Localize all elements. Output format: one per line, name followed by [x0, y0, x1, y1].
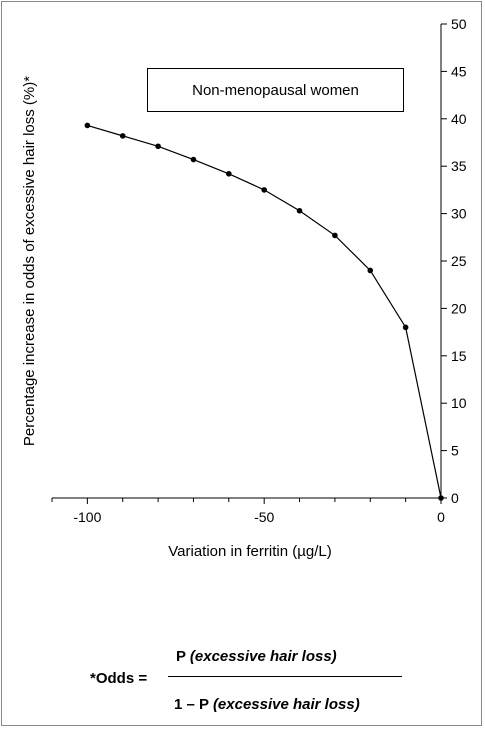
y-tick-label: 50 [451, 16, 467, 32]
formula-numerator-italic: (excessive hair loss) [189, 648, 337, 665]
data-point [261, 187, 267, 193]
x-tick-label: 0 [437, 509, 445, 525]
y-axis-label: Percentage increase in odds of excessive… [21, 76, 38, 446]
data-point [402, 324, 409, 331]
y-tick-label: 35 [451, 158, 467, 174]
data-point [190, 156, 197, 163]
data-point [226, 170, 232, 177]
y-tick-label: 0 [451, 490, 459, 506]
y-tick-label: 20 [451, 300, 467, 316]
legend-box: Non-menopausal women [147, 68, 404, 112]
odds-formula: *Odds = P (excessive hair loss) 1 – P (e… [0, 640, 485, 720]
formula-denominator-italic: (excessive hair loss) [212, 696, 360, 713]
formula-lhs: *Odds = [90, 670, 148, 687]
data-point [119, 133, 126, 139]
data-point [84, 122, 91, 129]
data-point [155, 143, 161, 150]
x-axis-label: Variation in ferritin (µg/L) [168, 543, 331, 560]
y-tick-label: 30 [451, 206, 467, 222]
y-tick-label: 15 [451, 348, 467, 364]
formula-numerator: P (excessive hair loss) [176, 648, 337, 665]
data-point [332, 232, 338, 239]
y-tick-label: 10 [451, 395, 467, 411]
formula-denominator: 1 – P (excessive hair loss) [174, 696, 360, 713]
data-point [438, 495, 444, 501]
y-tick-label: 45 [451, 63, 467, 79]
x-tick-label: -50 [254, 509, 274, 525]
data-point [367, 267, 374, 274]
y-tick-label: 40 [451, 111, 467, 127]
formula-numerator-prefix: P [176, 648, 186, 665]
series-line [87, 124, 442, 499]
data-point [296, 207, 303, 214]
line-chart: -100 -50 00 5 10 15 20 25 30 35 40 45 50 Variation in… [21, 16, 467, 560]
y-tick-label: 5 [451, 443, 459, 459]
x-tick-label: -100 [73, 509, 101, 525]
y-tick-label: 25 [451, 253, 467, 269]
legend-label: Non-menopausal women [192, 81, 359, 99]
formula-denominator-prefix: 1 – P [174, 696, 209, 713]
formula-fraction-bar [168, 676, 402, 677]
